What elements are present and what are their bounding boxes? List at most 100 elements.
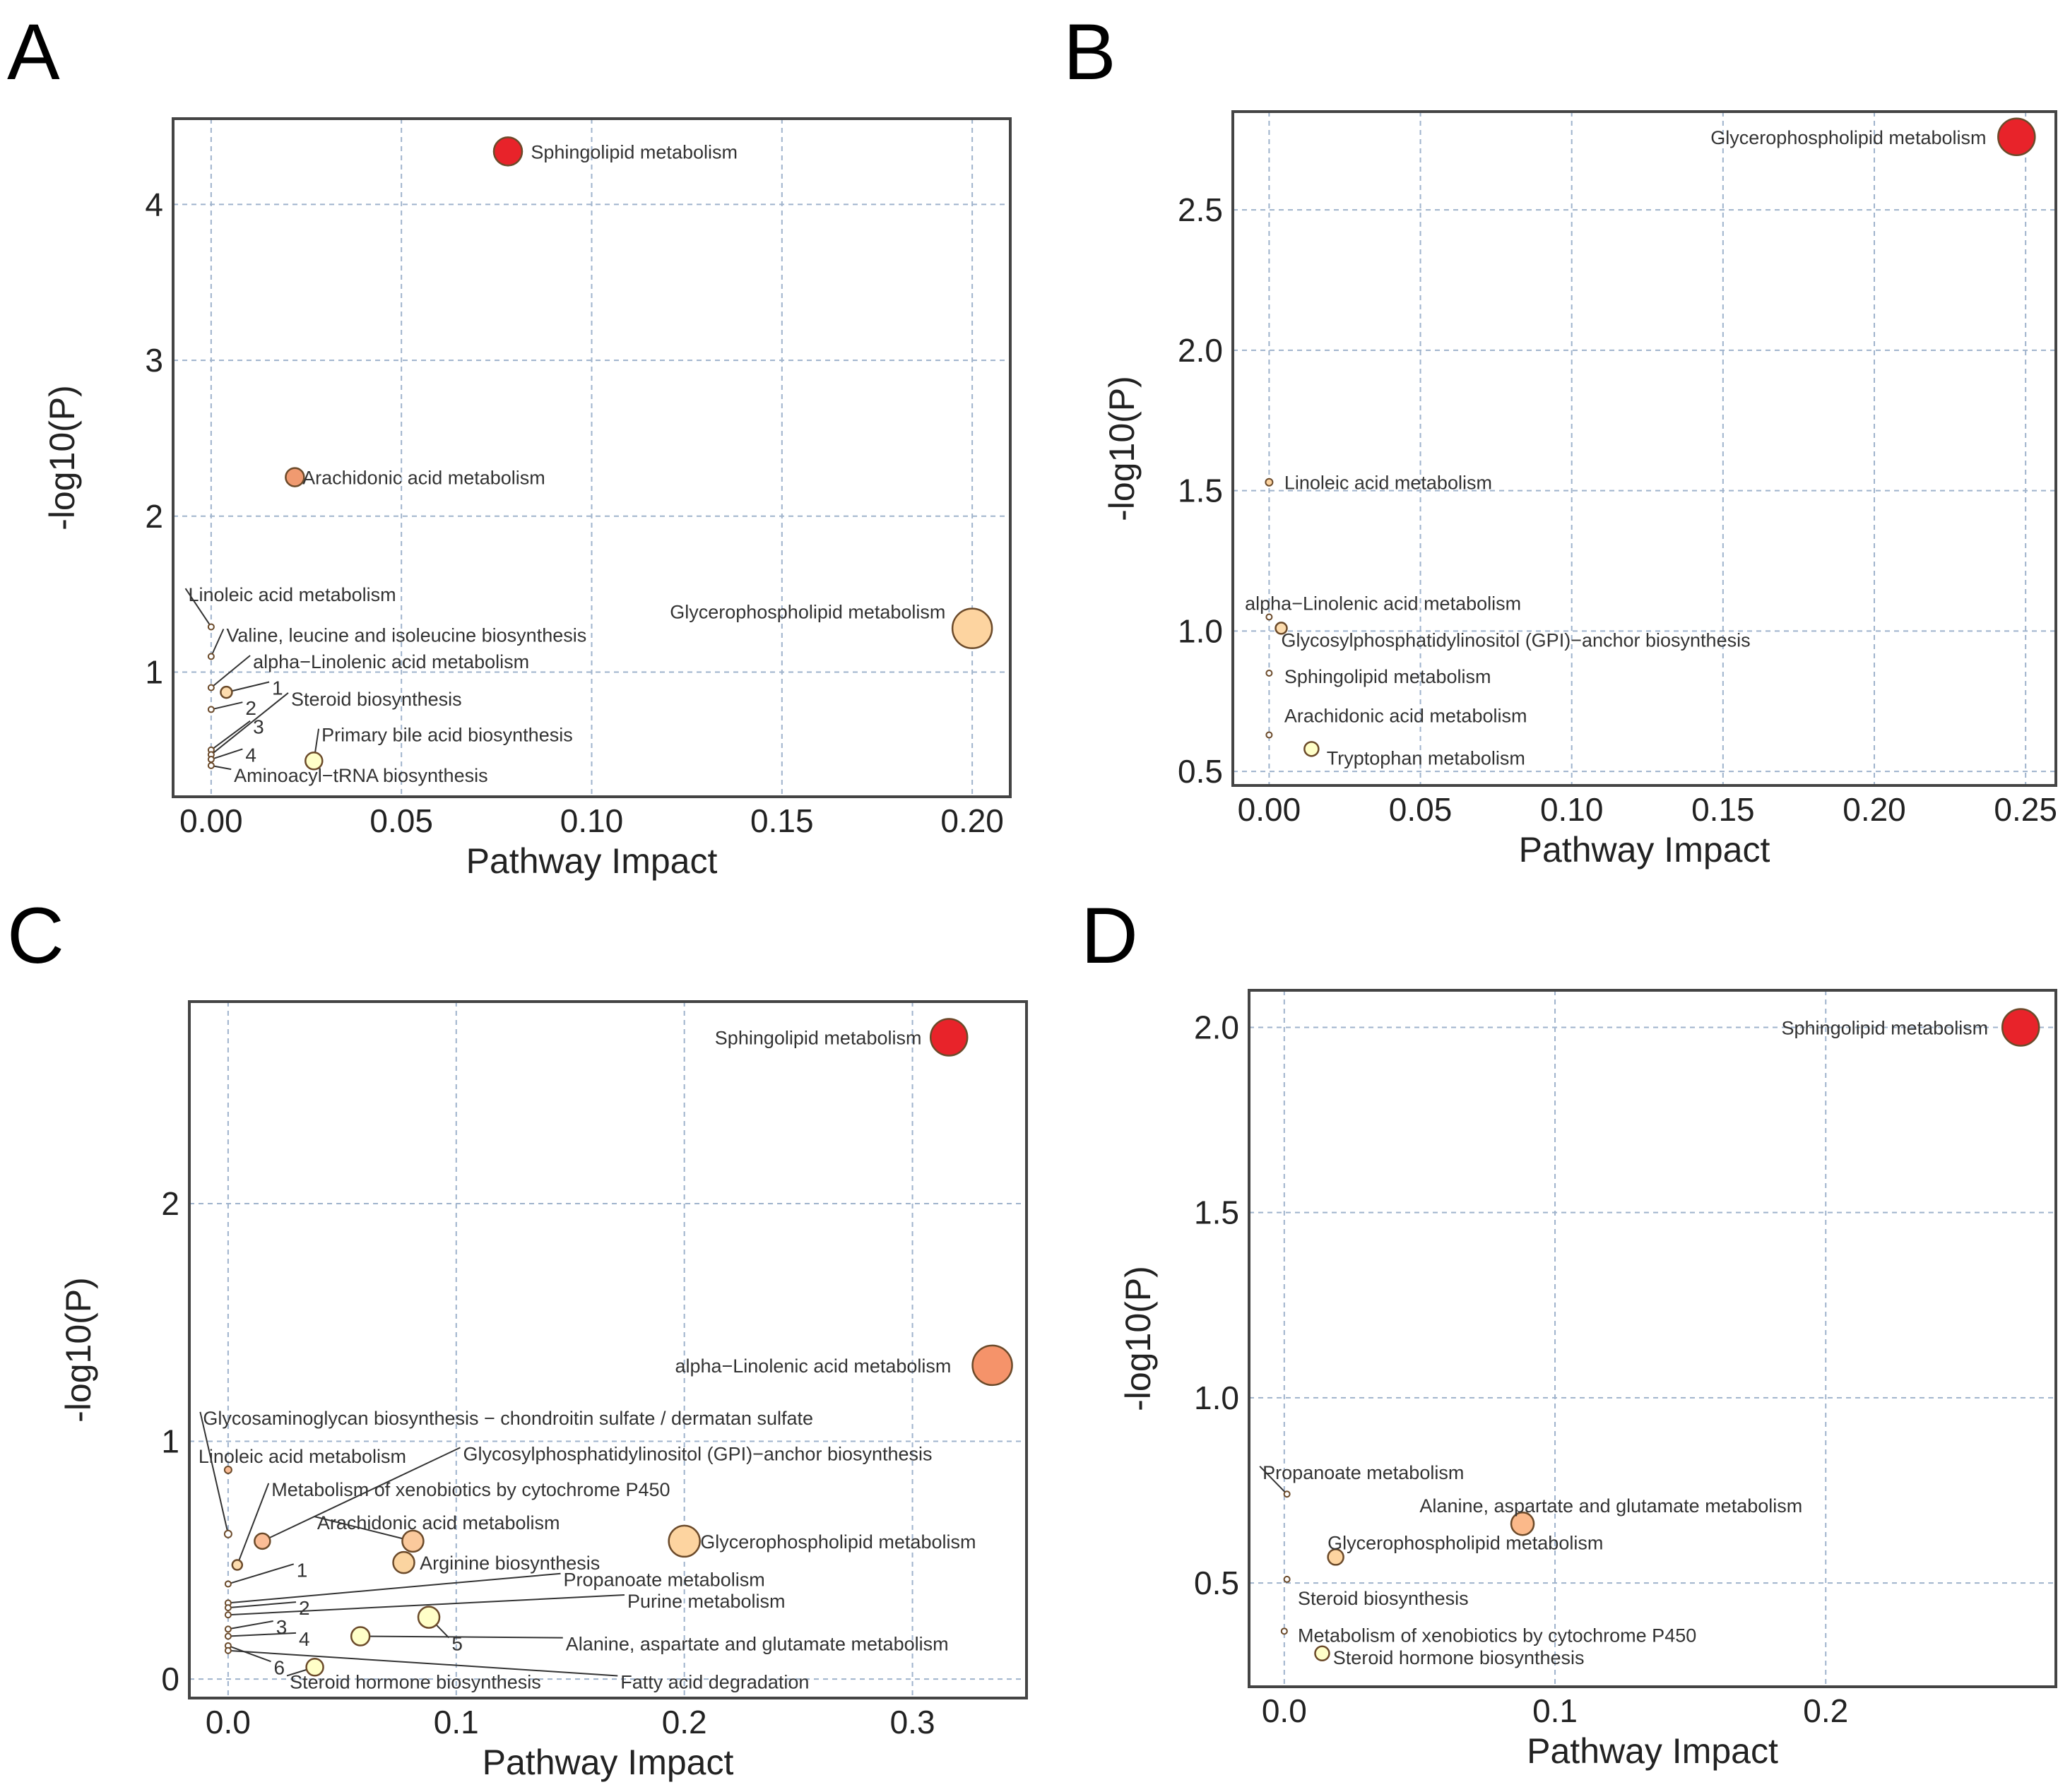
point-label: Glycerophospholipid metabolism <box>1327 1532 1603 1553</box>
leader-line <box>236 1483 270 1565</box>
leader-line <box>360 1635 563 1639</box>
data-point <box>1265 477 1274 487</box>
x-axis-title: Pathway Impact <box>1527 1731 1778 1771</box>
y-tick-label: 2 <box>161 1185 179 1222</box>
point-label: Glycerophospholipid metabolism <box>670 601 945 622</box>
x-tick-label: 0.1 <box>434 1704 479 1740</box>
data-points <box>1280 1008 2040 1662</box>
data-point <box>1280 1627 1288 1635</box>
point-label: Sphingolipid metabolism <box>715 1027 922 1048</box>
y-axis-title: -log10(P) <box>59 1277 98 1423</box>
x-tick-label: 0.10 <box>1540 791 1604 828</box>
point-label: Arginine biosynthesis <box>420 1553 600 1574</box>
data-point <box>207 756 215 764</box>
data-point <box>304 751 324 771</box>
plot-frame <box>188 1000 1028 1699</box>
point-label: Linoleic acid metabolism <box>189 584 396 605</box>
point-label: Arachidonic acid metabolism <box>1284 706 1527 727</box>
data-point <box>1303 741 1320 757</box>
data-point <box>668 1524 701 1558</box>
y-tick-label: 1 <box>161 1423 179 1460</box>
data-point <box>1265 670 1273 677</box>
leader-lines <box>1259 1466 1288 1495</box>
data-point <box>207 623 215 631</box>
point-label: Steroid hormone biosynthesis <box>1333 1647 1585 1668</box>
data-point <box>1510 1511 1535 1536</box>
panel-letter: D <box>1081 891 1138 980</box>
point-labels: Sphingolipid metabolism alpha−Linolenic a… <box>199 1027 976 1692</box>
point-label: 6 <box>273 1656 285 1678</box>
y-tick-label: 3 <box>145 342 163 379</box>
x-tick-label: 0.2 <box>1803 1692 1848 1729</box>
gridlines <box>1233 112 2056 785</box>
data-point <box>1283 1490 1291 1498</box>
plot-frame <box>1248 989 2057 1688</box>
leader-line <box>211 701 243 711</box>
point-label: alpha−Linolenic acid metabolism <box>253 651 529 672</box>
point-labels: Glycerophospholipid metabolism Linoleic a… <box>1245 127 1986 769</box>
point-label: 1 <box>297 1559 308 1581</box>
x-tick-label: 0.1 <box>1532 1692 1578 1729</box>
data-point <box>207 706 215 713</box>
data-point <box>392 1550 415 1574</box>
x-tick-label: 0.00 <box>1238 791 1301 828</box>
gridlines <box>1249 990 2056 1687</box>
x-axis-title: Pathway Impact <box>466 841 718 881</box>
data-point <box>220 685 233 699</box>
gridlines <box>173 119 1010 797</box>
leader-lines <box>184 588 320 771</box>
y-tick-label: 2.0 <box>1194 1009 1239 1045</box>
data-point <box>254 1532 271 1550</box>
panel-b: B 0.00 0.05 0.10 0.15 0.20 0.25 0.5 1.0 1.5 2.0 2.5… <box>1063 8 2057 870</box>
point-label: Valine, leucine and isoleucine biosynthe… <box>226 624 586 646</box>
x-tick-label: 0.15 <box>750 802 814 839</box>
x-tick-label: 0.2 <box>662 1704 707 1740</box>
leader-line <box>184 588 212 628</box>
data-point <box>350 1626 371 1646</box>
point-label: 4 <box>245 744 256 766</box>
point-label: Glycosaminoglycan biosynthesis − chondro… <box>203 1408 813 1429</box>
data-point <box>224 1632 232 1640</box>
leader-line <box>227 1645 271 1663</box>
x-tick-label: 0.20 <box>1843 791 1906 828</box>
x-tick-label: 0.00 <box>179 802 243 839</box>
y-tick-label: 1.0 <box>1178 612 1223 649</box>
data-point <box>1327 1548 1344 1566</box>
data-point <box>224 1611 232 1619</box>
leader-line <box>199 1411 229 1535</box>
point-labels: Sphingolipid metabolism Propanoate metabo… <box>1262 1017 1988 1668</box>
leader-lines <box>199 1411 625 1677</box>
point-label: 5 <box>451 1633 463 1655</box>
data-point <box>224 1646 232 1654</box>
leader-line <box>210 629 225 657</box>
x-tick-label: 0.0 <box>206 1704 251 1740</box>
data-point <box>285 467 305 487</box>
leader-line <box>227 1563 295 1585</box>
x-tick-label: 0.25 <box>1994 791 2057 828</box>
point-label: Tryptophan metabolism <box>1327 747 1525 769</box>
data-point <box>929 1018 969 1057</box>
data-point <box>224 1604 232 1612</box>
point-label: Sphingolipid metabolism <box>531 141 738 162</box>
leader-line <box>227 1620 273 1630</box>
leader-line <box>227 1601 297 1609</box>
x-tick-label: 0.05 <box>369 802 433 839</box>
x-tick-label: 0.3 <box>890 1704 935 1740</box>
leader-line <box>261 1447 461 1542</box>
point-label: Glycosylphosphatidylinositol (GPI)−ancho… <box>1282 629 1751 651</box>
point-label: Steroid hormone biosynthesis <box>290 1671 541 1692</box>
point-label: Sphingolipid metabolism <box>1284 666 1491 687</box>
leader-line <box>227 1572 561 1604</box>
y-tick-label: 1.5 <box>1194 1194 1239 1231</box>
point-label: 1 <box>272 677 283 699</box>
plot-frame <box>1231 110 2057 787</box>
data-point <box>2001 1008 2040 1047</box>
leader-line <box>211 655 251 689</box>
data-point <box>1265 731 1273 739</box>
point-labels: Sphingolipid metabolism Arachidonic acid … <box>189 141 946 786</box>
data-point <box>492 136 524 167</box>
point-label: Alanine, aspartate and glutamate metabol… <box>566 1634 949 1655</box>
leader-line <box>227 1594 625 1616</box>
point-label: Fatty acid degradation <box>620 1671 809 1692</box>
leader-line <box>211 748 243 760</box>
